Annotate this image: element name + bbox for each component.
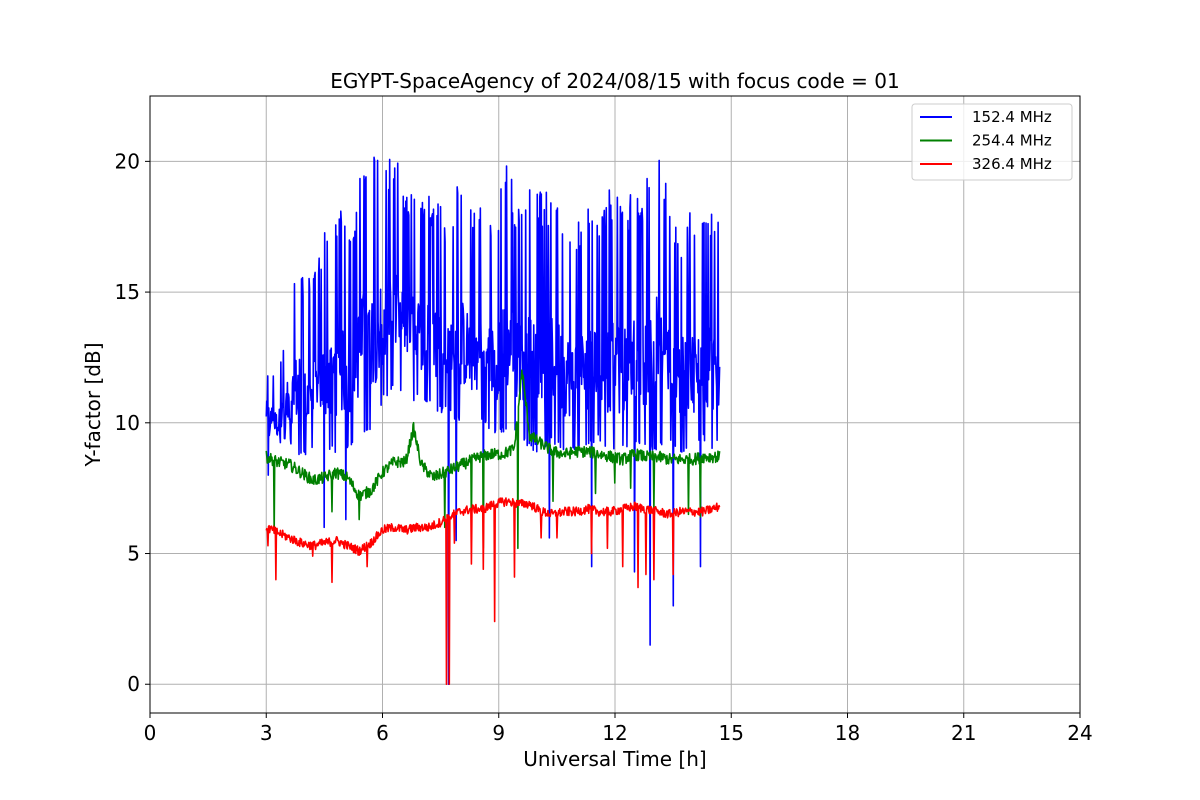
- series-0: [265, 156, 721, 686]
- x-tick-label: 0: [144, 721, 157, 745]
- legend: 152.4 MHz 254.4 MHz 326.4 MHz: [911, 103, 1073, 181]
- series-2: [265, 497, 721, 686]
- x-tick-label: 9: [492, 721, 505, 745]
- x-tick-label: 24: [1067, 721, 1092, 745]
- legend-box: [911, 103, 1073, 181]
- x-tick-label: 3: [260, 721, 273, 745]
- x-tick-label: 18: [835, 721, 860, 745]
- x-tick-label: 6: [376, 721, 389, 745]
- x-axis-title: Universal Time [h]: [523, 747, 706, 771]
- x-axis: 0 3 6 9 12 15 18 21 24: [144, 713, 1093, 745]
- legend-label: 254.4 MHz: [972, 132, 1052, 150]
- series-line-0: [265, 156, 721, 686]
- y-axis: 0 5 10 15 20: [115, 149, 150, 696]
- y-tick-label: 20: [115, 149, 140, 173]
- legend-label: 152.4 MHz: [972, 108, 1052, 126]
- x-tick-label: 21: [951, 721, 976, 745]
- series-1: [265, 369, 721, 550]
- y-tick-label: 15: [115, 280, 140, 304]
- x-tick-label: 15: [719, 721, 744, 745]
- y-tick-label: 0: [127, 672, 140, 696]
- legend-label: 326.4 MHz: [972, 155, 1052, 173]
- y-axis-title: Y-factor [dB]: [81, 342, 105, 467]
- series-layer: [265, 156, 721, 686]
- y-tick-label: 10: [115, 411, 140, 435]
- series-line-2: [265, 497, 721, 686]
- x-tick-label: 12: [602, 721, 627, 745]
- chart-title: EGYPT-SpaceAgency of 2024/08/15 with foc…: [330, 69, 899, 93]
- y-tick-label: 5: [127, 542, 140, 566]
- series-line-1: [265, 369, 721, 550]
